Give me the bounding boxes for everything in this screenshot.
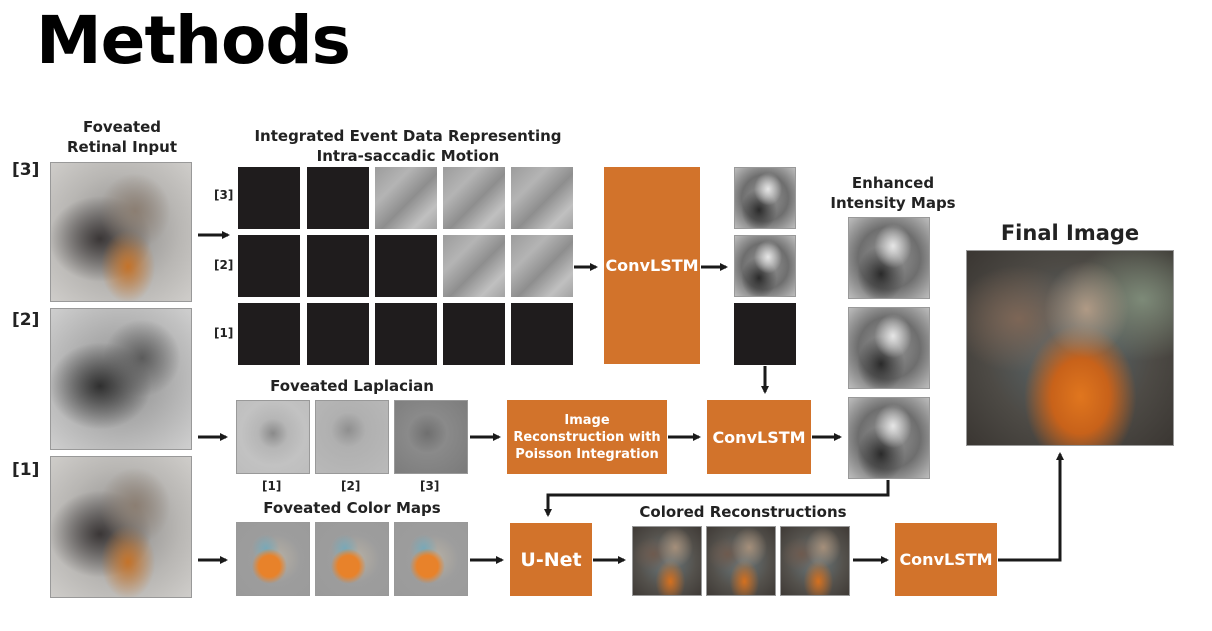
event-frame	[238, 303, 300, 365]
colored-reconstructions-label: Colored Reconstructions	[639, 503, 847, 521]
poisson-reconstruction-box: Image Reconstruction with Poisson Integr…	[507, 400, 667, 474]
event-row-index-3: [3]	[214, 188, 234, 202]
event-frame	[307, 167, 369, 229]
event-frame	[511, 235, 573, 297]
event-frame	[238, 235, 300, 297]
event-frame	[307, 235, 369, 297]
color-map-frame	[394, 522, 468, 596]
scale-index-2: [2]	[12, 310, 40, 330]
final-image-label: Final Image	[1000, 221, 1140, 245]
laplacian-label: Foveated Laplacian	[270, 377, 434, 395]
intensity-output-frame	[734, 303, 796, 365]
convlstm-final-box: ConvLSTM	[895, 523, 997, 596]
retinal-input-label: Foveated Retinal Input	[66, 118, 178, 156]
event-frame	[375, 167, 437, 229]
color-map-frame	[236, 522, 310, 596]
laplacian-frame	[394, 400, 468, 474]
laplacian-index-3: [3]	[420, 479, 440, 493]
laplacian-index-2: [2]	[341, 479, 361, 493]
convlstm-main-box: ConvLSTM	[604, 167, 700, 364]
event-frame	[443, 167, 505, 229]
scale-index-3: [3]	[12, 160, 40, 180]
retinal-input-image-2	[50, 308, 192, 450]
retinal-input-image-3	[50, 162, 192, 302]
intensity-output-frame	[734, 167, 796, 229]
arrow-enhanced-to-unet	[544, 480, 890, 517]
scale-index-1: [1]	[12, 460, 40, 480]
event-frame	[375, 235, 437, 297]
event-frame	[511, 303, 573, 365]
event-frame	[511, 167, 573, 229]
event-data-label: Integrated Event Data Representing Intra…	[254, 127, 562, 165]
colored-reconstruction-frame	[780, 526, 850, 596]
final-image	[966, 250, 1174, 446]
event-frame	[443, 235, 505, 297]
event-frame	[238, 167, 300, 229]
event-frame	[307, 303, 369, 365]
unet-box: U-Net	[510, 523, 592, 596]
page-title: Methods	[36, 2, 351, 79]
event-frame	[443, 303, 505, 365]
laplacian-frame	[236, 400, 310, 474]
event-frame	[375, 303, 437, 365]
enhanced-intensity-map	[848, 307, 930, 389]
colored-reconstruction-frame	[632, 526, 702, 596]
enhanced-intensity-map	[848, 397, 930, 479]
convlstm-mid-box: ConvLSTM	[707, 400, 811, 474]
enhanced-intensity-label: Enhanced Intensity Maps	[830, 174, 956, 212]
event-row-index-2: [2]	[214, 258, 234, 272]
laplacian-frame	[315, 400, 389, 474]
arrow-convlstm-to-final	[998, 452, 1064, 562]
color-map-frame	[315, 522, 389, 596]
laplacian-index-1: [1]	[262, 479, 282, 493]
intensity-output-frame	[734, 235, 796, 297]
retinal-input-image-1	[50, 456, 192, 598]
colored-reconstruction-frame	[706, 526, 776, 596]
color-maps-label: Foveated Color Maps	[263, 499, 441, 517]
enhanced-intensity-map	[848, 217, 930, 299]
event-row-index-1: [1]	[214, 326, 234, 340]
